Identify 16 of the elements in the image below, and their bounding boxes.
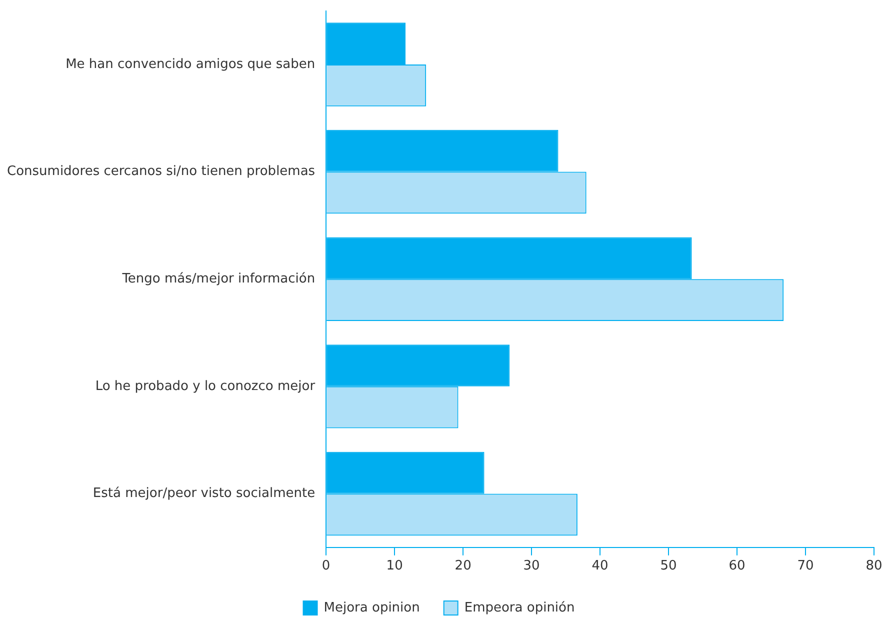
y-tick-label: Tengo más/mejor información — [121, 271, 316, 286]
x-tick-label: 60 — [728, 558, 746, 574]
x-tick-label: 50 — [660, 558, 677, 574]
legend-label: Mejora opinion — [324, 600, 420, 616]
x-tick-label: 80 — [866, 558, 882, 574]
x-tick-label: 30 — [523, 558, 540, 574]
x-tick-label: 0 — [322, 558, 330, 574]
x-tick-label: 70 — [797, 558, 814, 574]
x-tick-label: 20 — [454, 558, 472, 574]
y-tick-label: Está mejor/peor visto socialmente — [92, 486, 316, 502]
y-tick-label: Me han convencido amigos que saben — [66, 56, 316, 72]
y-tick-label: Lo he probado y lo conozco mejor — [95, 378, 316, 394]
x-tick-label: 40 — [592, 558, 608, 574]
legend-label: Empeora opinión — [464, 600, 575, 616]
x-tick-label: 10 — [386, 558, 403, 574]
y-tick-label: Consumidores cercanos si/no tienen problemas — [7, 164, 316, 180]
